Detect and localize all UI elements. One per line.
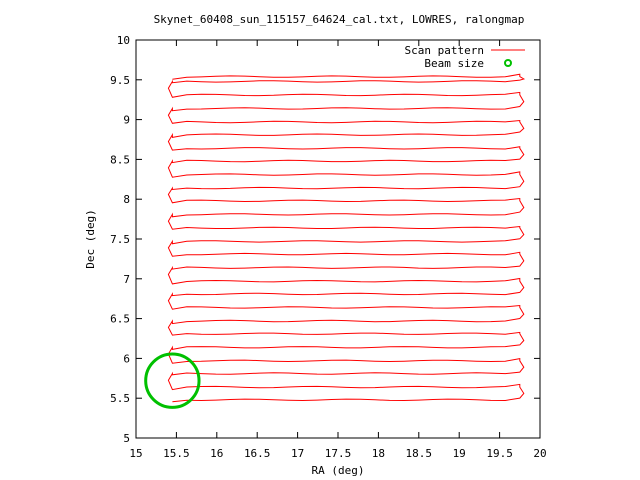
y-tick-label: 10 <box>117 34 130 47</box>
y-tick-label: 8 <box>123 193 130 206</box>
beam-size-circle <box>144 352 201 409</box>
x-tick-label: 17.5 <box>325 447 352 460</box>
y-tick-label: 7.5 <box>110 233 130 246</box>
x-tick-label: 20 <box>533 447 546 460</box>
legend: Scan pattern Beam size <box>405 44 525 70</box>
beam-size-series <box>144 352 201 409</box>
legend-swatch-beam-size <box>504 59 512 67</box>
x-tick-label: 18.5 <box>406 447 433 460</box>
plot-frame <box>135 39 541 439</box>
scan-pattern-line <box>167 73 526 403</box>
x-tick-label: 16 <box>210 447 223 460</box>
x-tick-label: 19.5 <box>486 447 513 460</box>
y-tick-label: 5 <box>123 432 130 445</box>
x-tick-label: 19 <box>453 447 466 460</box>
legend-label-scan-pattern: Scan pattern <box>405 44 484 57</box>
x-tick-label: 16.5 <box>244 447 271 460</box>
y-tick-label: 9 <box>123 114 130 127</box>
x-tick-label: 15 <box>129 447 142 460</box>
legend-label-beam-size: Beam size <box>424 57 484 70</box>
axis-ticks: 15 15.5 16 16.5 17 17.5 18 18.5 19 19.5 20 5 5.5 6 6.5… <box>110 34 547 460</box>
x-tick-label: 15.5 <box>163 447 190 460</box>
x-tick-label: 17 <box>291 447 304 460</box>
y-tick-label: 8.5 <box>110 153 130 166</box>
y-tick-label: 6.5 <box>110 313 130 326</box>
scan-pattern-series <box>167 73 526 403</box>
x-axis-label: RA (deg) <box>312 464 365 477</box>
y-tick-label: 7 <box>123 273 130 286</box>
chart-title: Skynet_60408_sun_115157_64624_cal.txt, L… <box>154 13 525 26</box>
y-tick-label: 5.5 <box>110 392 130 405</box>
y-axis-label: Dec (deg) <box>84 209 97 269</box>
y-tick-label: 9.5 <box>110 74 130 87</box>
y-tick-label: 6 <box>123 352 130 365</box>
x-tick-label: 18 <box>372 447 385 460</box>
